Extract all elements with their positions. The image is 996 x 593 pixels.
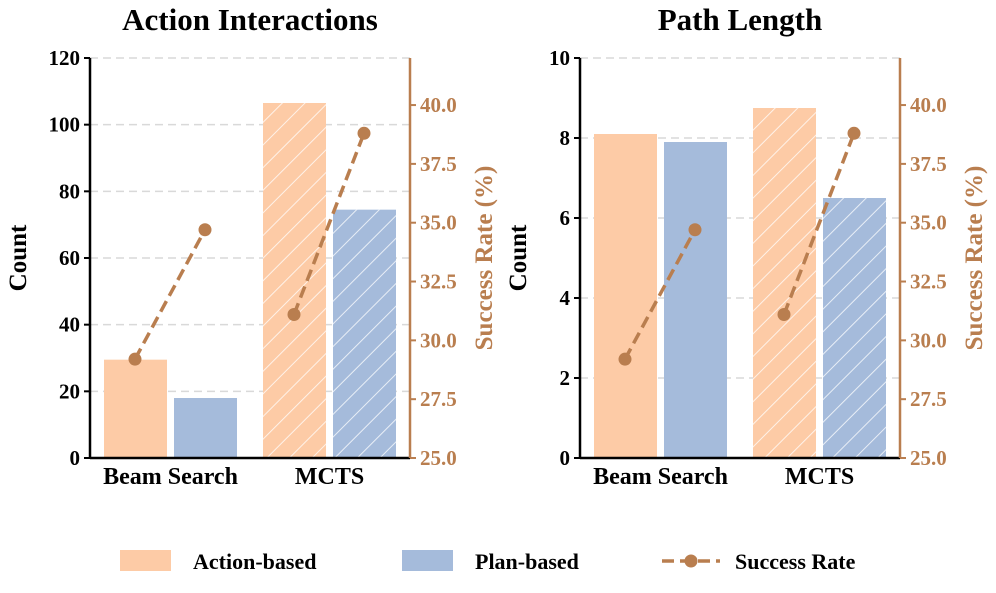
y-tick-label: 6	[560, 206, 571, 230]
y-tick-label: 120	[49, 46, 81, 70]
y2-tick-label: 30.0	[910, 328, 947, 352]
x-tick-label: MCTS	[295, 464, 364, 490]
y2-tick-label: 27.5	[420, 387, 457, 411]
y-tick-label: 20	[59, 379, 80, 403]
y-tick-label: 0	[70, 446, 81, 470]
bar-action-based-beam-search	[594, 134, 657, 458]
success-rate-point	[287, 307, 301, 321]
y2-tick-label: 27.5	[910, 387, 947, 411]
y2-tick-label: 37.5	[910, 152, 947, 176]
y2-tick-label: 37.5	[420, 152, 457, 176]
y-tick-label: 10	[549, 46, 570, 70]
y-tick-label: 4	[560, 286, 571, 310]
y2-tick-label: 40.0	[910, 93, 947, 117]
x-tick-label: MCTS	[785, 464, 854, 490]
bar-plan-based-beam-search	[664, 142, 727, 458]
y2-tick-label: 40.0	[420, 93, 457, 117]
bar-plan-based-beam-search	[174, 398, 237, 458]
legend-label: Action-based	[193, 549, 316, 574]
y-tick-label: 8	[560, 126, 571, 150]
y2-tick-label: 30.0	[420, 328, 457, 352]
success-rate-line	[292, 132, 366, 316]
legend-item-success-rate: Success Rate	[662, 549, 856, 574]
bar-hatch	[263, 103, 326, 458]
chart-title: Path Length	[658, 2, 823, 37]
y-tick-label: 2	[560, 366, 571, 390]
y2-axis-label: Success Rate (%)	[961, 166, 988, 351]
legend-marker	[684, 554, 698, 568]
legend-label: Success Rate	[735, 549, 856, 574]
success-rate-line	[133, 228, 207, 361]
chart-panel-1: Action Interactions 0 20 40 60 80 100 120 25.0 27…	[5, 2, 498, 490]
y-tick-label: 100	[49, 113, 81, 137]
y-tick-label: 60	[59, 246, 80, 270]
legend: Action-based Plan-based Success Rate	[120, 549, 856, 574]
chart-panel-2: Path Length 0 2 4 6 8 10 25.0 27.5 30.0 32.5 35.0 37…	[505, 2, 988, 490]
x-tick-label: Beam Search	[593, 464, 728, 490]
legend-label: Plan-based	[475, 549, 579, 574]
success-rate-line	[782, 132, 856, 316]
y2-tick-label: 25.0	[420, 446, 457, 470]
y-axis-label: Count	[505, 224, 532, 291]
x-tick-label: Beam Search	[103, 464, 238, 490]
y2-tick-label: 35.0	[910, 211, 947, 235]
success-rate-line	[623, 228, 697, 361]
y2-tick-label: 32.5	[420, 270, 457, 294]
success-rate-point	[847, 126, 861, 140]
success-rate-point	[128, 352, 142, 366]
bar-action-based-beam-search	[104, 359, 167, 458]
y-tick-label: 0	[560, 446, 571, 470]
bar-hatch	[753, 108, 816, 458]
y2-tick-label: 35.0	[420, 211, 457, 235]
bar-hatch	[333, 209, 396, 458]
success-rate-point	[198, 223, 212, 237]
legend-swatch	[120, 550, 171, 571]
y-axis-label: Count	[5, 224, 32, 291]
y2-tick-label: 25.0	[910, 446, 947, 470]
chart-title: Action Interactions	[122, 2, 378, 37]
legend-swatch	[402, 550, 453, 571]
y-tick-label: 40	[59, 313, 80, 337]
success-rate-point	[618, 352, 632, 366]
legend-item-action-based: Action-based	[120, 549, 316, 574]
legend-item-plan-based: Plan-based	[402, 549, 579, 574]
bar-hatch	[823, 198, 886, 458]
success-rate-point	[777, 307, 791, 321]
y2-tick-label: 32.5	[910, 270, 947, 294]
y2-axis-label: Success Rate (%)	[471, 166, 498, 351]
success-rate-point	[688, 223, 702, 237]
success-rate-point	[357, 126, 371, 140]
y-tick-label: 80	[59, 179, 80, 203]
